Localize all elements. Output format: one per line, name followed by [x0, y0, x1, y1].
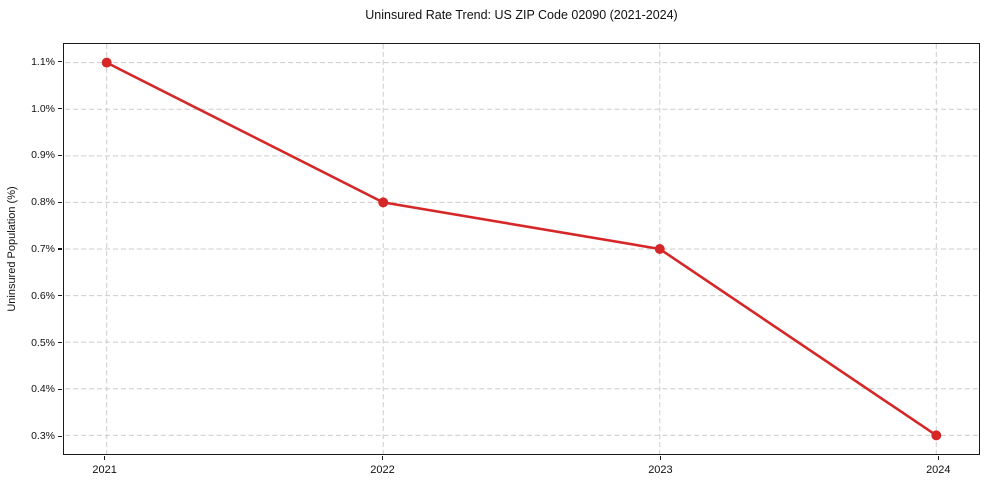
data-point [101, 57, 112, 68]
y-tick-mark [58, 295, 62, 297]
y-tick-mark [58, 107, 62, 110]
y-tick-label: 0.4% [31, 383, 55, 396]
x-tick-mark [937, 456, 939, 460]
y-tick-mark [58, 342, 62, 344]
y-tick-mark [58, 61, 62, 63]
data-point [931, 430, 942, 441]
y-tick-mark [58, 388, 62, 391]
chart-title: Uninsured Rate Trend: US ZIP Code 02090 … [365, 8, 678, 22]
x-tick-label: 2021 [92, 464, 117, 476]
y-tick-label: 0.5% [31, 336, 55, 349]
x-tick-label: 2024 [926, 464, 951, 476]
plot-canvas [65, 44, 978, 454]
x-tick-mark [659, 456, 662, 460]
plot-area [63, 43, 980, 455]
y-tick-label: 0.7% [31, 243, 55, 255]
data-point [378, 197, 389, 208]
y-tick-mark [58, 248, 62, 250]
y-tick-mark [58, 154, 62, 156]
data-line [105, 61, 938, 437]
y-tick-mark [58, 435, 62, 437]
data-point [654, 244, 665, 254]
y-tick-label: 0.6% [31, 289, 55, 302]
x-tick-label: 2023 [648, 464, 673, 476]
x-tick-mark [381, 456, 384, 460]
x-tick-label: 2022 [370, 464, 395, 476]
y-tick-label: 0.9% [31, 149, 55, 162]
y-tick-mark [58, 201, 62, 203]
x-tick-mark [104, 456, 106, 460]
y-tick-label: 0.8% [31, 196, 55, 209]
y-tick-label: 0.3% [31, 430, 55, 443]
y-tick-label: 1.0% [31, 102, 55, 115]
y-tick-label: 1.1% [31, 55, 55, 68]
